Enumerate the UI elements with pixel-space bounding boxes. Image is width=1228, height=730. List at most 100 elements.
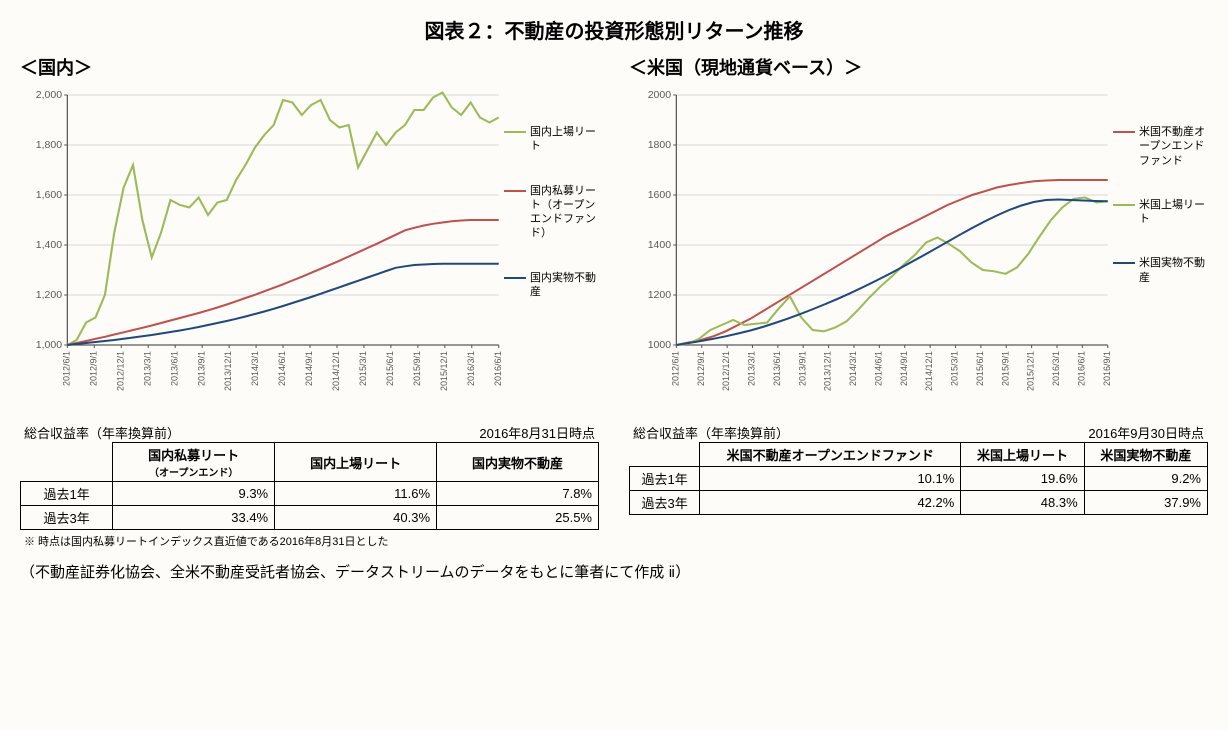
table-cell: 40.3% bbox=[275, 506, 437, 530]
svg-text:2013/3/1: 2013/3/1 bbox=[142, 351, 152, 386]
svg-text:2015/12/1: 2015/12/1 bbox=[439, 351, 449, 391]
table-cell: 7.8% bbox=[437, 482, 599, 506]
right-table-header-right: 2016年9月30日時点 bbox=[1088, 423, 1204, 442]
svg-text:1,800: 1,800 bbox=[36, 140, 63, 151]
svg-text:2013/6/1: 2013/6/1 bbox=[772, 351, 782, 386]
svg-text:2015/12/1: 2015/12/1 bbox=[1026, 351, 1036, 391]
svg-text:1000: 1000 bbox=[648, 340, 672, 351]
svg-text:2014/12/1: 2014/12/1 bbox=[331, 351, 341, 391]
right-chart-area: 1000120014001600180020002012/6/12012/9/1… bbox=[629, 85, 1208, 415]
svg-text:2015/6/1: 2015/6/1 bbox=[385, 351, 395, 386]
table-cell: 33.4% bbox=[113, 506, 275, 530]
svg-text:2014/3/1: 2014/3/1 bbox=[848, 351, 858, 386]
svg-text:2015/3/1: 2015/3/1 bbox=[358, 351, 368, 386]
legend-label: 米国不動産オープンエンドファンド bbox=[1139, 125, 1208, 168]
table-row: 過去3年42.2%48.3%37.9% bbox=[630, 491, 1208, 515]
svg-text:1,000: 1,000 bbox=[36, 340, 63, 351]
svg-text:1800: 1800 bbox=[648, 140, 672, 151]
table-row: 過去1年9.3%11.6%7.8% bbox=[21, 482, 599, 506]
left-table: 国内私募リート（オープンエンド）国内上場リート国内実物不動産過去1年9.3%11… bbox=[20, 442, 599, 530]
table-cell: 過去1年 bbox=[630, 467, 700, 491]
table-row: 過去1年10.1%19.6%9.2% bbox=[630, 467, 1208, 491]
svg-text:2016/6/1: 2016/6/1 bbox=[1076, 351, 1086, 386]
svg-text:2012/9/1: 2012/9/1 bbox=[696, 351, 706, 386]
svg-text:2016/3/1: 2016/3/1 bbox=[466, 351, 476, 386]
svg-text:2012/9/1: 2012/9/1 bbox=[88, 351, 98, 386]
table-cell: 過去3年 bbox=[21, 506, 113, 530]
svg-text:2012/6/1: 2012/6/1 bbox=[61, 351, 71, 386]
source-note: （不動産証券化協会、全米不動産受託者協会、データストリームのデータをもとに筆者に… bbox=[20, 561, 1208, 582]
svg-text:2016/3/1: 2016/3/1 bbox=[1051, 351, 1061, 386]
svg-text:2014/9/1: 2014/9/1 bbox=[899, 351, 909, 386]
legend-item: 国内上場リート bbox=[504, 125, 599, 154]
left-table-header-left: 総合収益率（年率換算前） bbox=[24, 423, 180, 442]
svg-text:2015/9/1: 2015/9/1 bbox=[1000, 351, 1010, 386]
svg-text:2013/12/1: 2013/12/1 bbox=[223, 351, 233, 391]
table-header-cell bbox=[21, 443, 113, 482]
legend-label: 国内上場リート bbox=[530, 125, 599, 154]
svg-text:2014/12/1: 2014/12/1 bbox=[924, 351, 934, 391]
right-chart: 1000120014001600180020002012/6/12012/9/1… bbox=[629, 85, 1113, 415]
svg-text:2012/6/1: 2012/6/1 bbox=[670, 351, 680, 386]
table-header-cell: 国内私募リート（オープンエンド） bbox=[113, 443, 275, 482]
left-chart: 1,0001,2001,4001,6001,8002,0002012/6/120… bbox=[20, 85, 504, 415]
legend-label: 米国実物不動産 bbox=[1139, 256, 1208, 285]
svg-text:2014/6/1: 2014/6/1 bbox=[277, 351, 287, 386]
right-table-header-left: 総合収益率（年率換算前） bbox=[633, 423, 789, 442]
svg-text:2015/3/1: 2015/3/1 bbox=[949, 351, 959, 386]
svg-text:2015/9/1: 2015/9/1 bbox=[412, 351, 422, 386]
legend-label: 米国上場リート bbox=[1139, 198, 1208, 227]
table-cell: 42.2% bbox=[700, 491, 961, 515]
svg-text:2013/9/1: 2013/9/1 bbox=[196, 351, 206, 386]
svg-text:2013/12/1: 2013/12/1 bbox=[823, 351, 833, 391]
legend-item: 米国不動産オープンエンドファンド bbox=[1113, 125, 1208, 168]
figure-title: 図表２：不動産の投資形態別リターン推移 bbox=[20, 15, 1208, 44]
svg-text:2013/6/1: 2013/6/1 bbox=[169, 351, 179, 386]
table-cell: 過去3年 bbox=[630, 491, 700, 515]
legend-swatch bbox=[504, 131, 526, 133]
legend-swatch bbox=[1113, 131, 1135, 133]
table-cell: 11.6% bbox=[275, 482, 437, 506]
legend-swatch bbox=[504, 277, 526, 279]
table-cell: 48.3% bbox=[961, 491, 1084, 515]
svg-text:2013/3/1: 2013/3/1 bbox=[746, 351, 756, 386]
legend-swatch bbox=[1113, 204, 1135, 206]
table-header-cell bbox=[630, 443, 700, 467]
svg-text:2014/9/1: 2014/9/1 bbox=[304, 351, 314, 386]
svg-text:2015/6/1: 2015/6/1 bbox=[975, 351, 985, 386]
svg-text:2014/3/1: 2014/3/1 bbox=[250, 351, 260, 386]
right-panel: ＜米国（現地通貨ベース）＞ 10001200140016001800200020… bbox=[629, 54, 1208, 549]
legend-item: 米国上場リート bbox=[1113, 198, 1208, 227]
svg-text:1,400: 1,400 bbox=[36, 240, 63, 251]
svg-text:2013/9/1: 2013/9/1 bbox=[797, 351, 807, 386]
table-cell: 25.5% bbox=[437, 506, 599, 530]
table-row: 過去3年33.4%40.3%25.5% bbox=[21, 506, 599, 530]
svg-text:1,200: 1,200 bbox=[36, 290, 63, 301]
right-table-header: 総合収益率（年率換算前） 2016年9月30日時点 bbox=[629, 423, 1208, 442]
left-table-note: ※ 時点は国内私募リートインデックス直近値である2016年8月31日とした bbox=[20, 533, 599, 549]
legend-swatch bbox=[504, 190, 526, 192]
left-table-header: 総合収益率（年率換算前） 2016年8月31日時点 bbox=[20, 423, 599, 442]
svg-text:2012/12/1: 2012/12/1 bbox=[115, 351, 125, 391]
table-cell: 過去1年 bbox=[21, 482, 113, 506]
svg-text:1,600: 1,600 bbox=[36, 190, 63, 201]
table-header-cell: 米国不動産オープンエンドファンド bbox=[700, 443, 961, 467]
svg-text:2014/6/1: 2014/6/1 bbox=[873, 351, 883, 386]
svg-text:2016/9/1: 2016/9/1 bbox=[1102, 351, 1112, 386]
table-cell: 9.2% bbox=[1084, 467, 1207, 491]
svg-text:2012/12/1: 2012/12/1 bbox=[721, 351, 731, 391]
svg-text:1200: 1200 bbox=[648, 290, 672, 301]
table-header-cell: 国内上場リート bbox=[275, 443, 437, 482]
table-cell: 10.1% bbox=[700, 467, 961, 491]
legend-item: 国内実物不動産 bbox=[504, 271, 599, 300]
left-panel-title: ＜国内＞ bbox=[20, 54, 599, 80]
panels-row: ＜国内＞ 1,0001,2001,4001,6001,8002,0002012/… bbox=[20, 54, 1208, 549]
table-cell: 9.3% bbox=[113, 482, 275, 506]
legend-label: 国内私募リート（オープンエンドファンド） bbox=[530, 184, 599, 241]
legend-swatch bbox=[1113, 262, 1135, 264]
table-header-cell: 国内実物不動産 bbox=[437, 443, 599, 482]
left-panel: ＜国内＞ 1,0001,2001,4001,6001,8002,0002012/… bbox=[20, 54, 599, 549]
svg-text:2016/6/1: 2016/6/1 bbox=[493, 351, 503, 386]
right-table: 米国不動産オープンエンドファンド米国上場リート米国実物不動産過去1年10.1%1… bbox=[629, 442, 1208, 515]
left-table-header-right: 2016年8月31日時点 bbox=[479, 423, 595, 442]
